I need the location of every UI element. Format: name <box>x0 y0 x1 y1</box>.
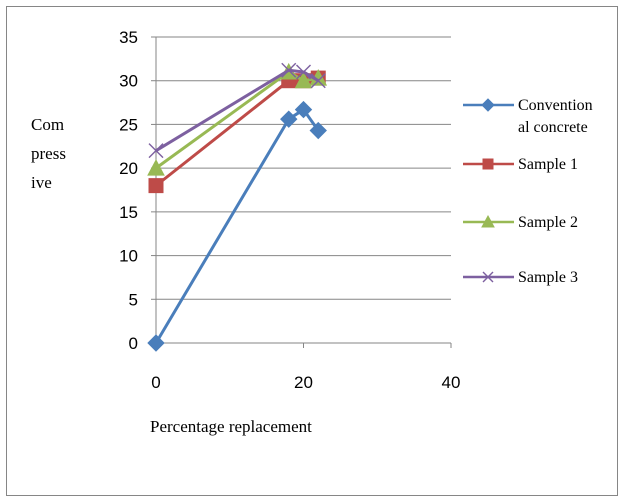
data-point-stroke <box>148 143 164 159</box>
y-tick-label: 35 <box>119 28 138 47</box>
x-axis-title: Percentage replacement <box>150 417 312 436</box>
y-axis-title-line: press <box>31 144 66 163</box>
plot-series <box>147 62 328 352</box>
data-point-stroke <box>482 271 494 283</box>
series-1 <box>147 100 327 352</box>
tick-labels: 0 5 10 15 20 25 30 35 0 20 40 <box>119 28 460 392</box>
data-point-stroke <box>296 64 311 80</box>
data-point <box>310 73 326 89</box>
y-tick-label: 25 <box>119 115 138 134</box>
data-point <box>482 158 494 170</box>
chart-area: 0 5 10 15 20 25 30 35 0 20 40 Percentage replaceme… <box>6 6 618 496</box>
data-point-stroke <box>310 73 326 89</box>
y-tick-label: 30 <box>119 72 138 91</box>
y-tick-label: 0 <box>129 334 138 353</box>
data-point <box>309 121 327 140</box>
series-2 <box>148 70 326 194</box>
data-point <box>148 143 164 159</box>
x-tick-label: 20 <box>294 373 313 392</box>
legend-item: Sample 3 <box>463 269 578 286</box>
legend-item: Sample 2 <box>463 214 578 231</box>
data-point <box>281 62 297 78</box>
x-tick-label: 40 <box>442 373 461 392</box>
data-point <box>147 334 165 352</box>
data-point <box>481 98 495 112</box>
y-tick-label: 20 <box>119 159 138 178</box>
data-point <box>481 214 495 228</box>
chart-svg: 0 5 10 15 20 25 30 35 0 20 40 Percentage replaceme… <box>31 28 593 436</box>
series-line <box>155 68 320 152</box>
legend-label: Sample 2 <box>518 214 578 231</box>
axis-titles: Percentage replacement Com press ive <box>31 115 312 436</box>
data-point <box>294 100 313 119</box>
series-line <box>155 76 319 187</box>
legend-label: Sample 1 <box>518 156 578 173</box>
y-tick-label: 5 <box>129 290 138 309</box>
series-line <box>154 108 320 344</box>
data-point <box>296 64 311 80</box>
series-line <box>155 70 319 170</box>
data-point-stroke <box>281 62 297 78</box>
data-point <box>294 71 313 89</box>
legend-item: Sample 1 <box>463 156 578 173</box>
legend: Convention al concrete Sample 1 Sample 2 Sam… <box>463 97 593 286</box>
y-axis-title-line: ive <box>31 173 52 192</box>
y-tick-label: 15 <box>119 203 138 222</box>
y-axis-title-line: Com <box>31 115 64 134</box>
data-point <box>147 159 165 176</box>
legend-label: Sample 3 <box>518 269 578 286</box>
legend-item: Convention al concrete <box>463 97 593 136</box>
series-4 <box>148 62 326 159</box>
data-point <box>148 178 164 194</box>
y-tick-label: 10 <box>119 247 138 266</box>
x-tick-label: 0 <box>151 373 160 392</box>
legend-label: Convention <box>518 97 593 114</box>
data-point <box>280 110 298 128</box>
legend-label: al concrete <box>518 119 588 136</box>
data-point <box>482 271 494 283</box>
